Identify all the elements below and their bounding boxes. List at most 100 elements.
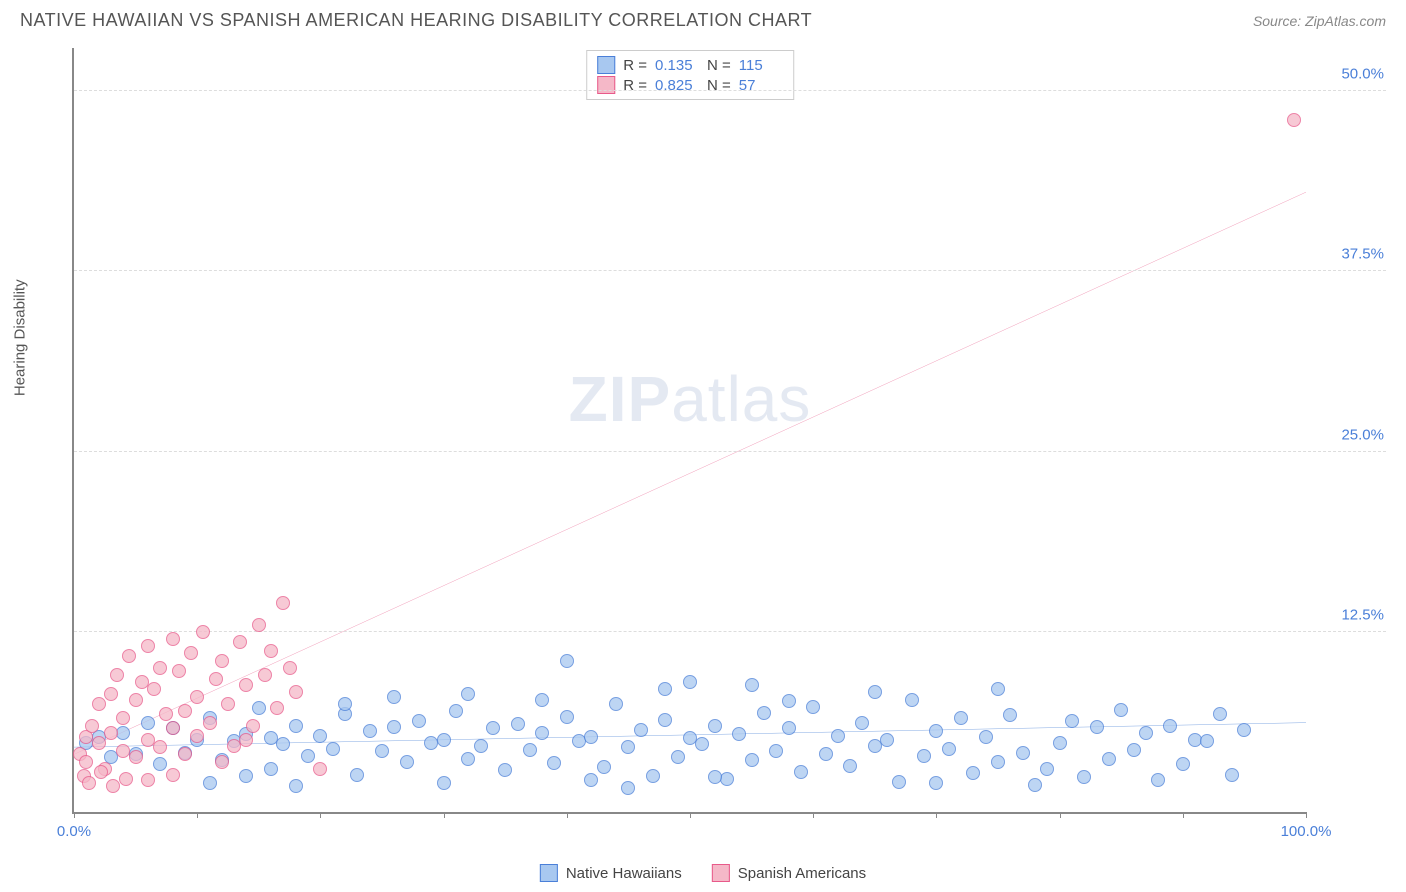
scatter-point bbox=[92, 697, 106, 711]
scatter-point bbox=[1200, 734, 1214, 748]
x-tick bbox=[74, 812, 75, 818]
gridline bbox=[74, 451, 1386, 452]
scatter-point bbox=[1287, 113, 1301, 127]
scatter-point bbox=[313, 729, 327, 743]
scatter-point bbox=[461, 752, 475, 766]
scatter-point bbox=[215, 654, 229, 668]
scatter-point bbox=[239, 678, 253, 692]
legend-label: Native Hawaiians bbox=[566, 865, 682, 882]
scatter-point bbox=[621, 740, 635, 754]
scatter-point bbox=[560, 654, 574, 668]
scatter-point bbox=[535, 726, 549, 740]
scatter-point bbox=[868, 685, 882, 699]
x-tick bbox=[936, 812, 937, 818]
trend-lines-svg bbox=[74, 48, 1306, 812]
scatter-point bbox=[264, 644, 278, 658]
scatter-point bbox=[301, 749, 315, 763]
scatter-point bbox=[400, 755, 414, 769]
scatter-point bbox=[1102, 752, 1116, 766]
y-axis-label: Hearing Disability bbox=[12, 279, 29, 396]
scatter-point bbox=[708, 770, 722, 784]
scatter-point bbox=[350, 768, 364, 782]
x-tick bbox=[1183, 812, 1184, 818]
scatter-point bbox=[153, 661, 167, 675]
scatter-point bbox=[203, 716, 217, 730]
scatter-point bbox=[474, 739, 488, 753]
scatter-point bbox=[313, 762, 327, 776]
scatter-point bbox=[122, 649, 136, 663]
scatter-point bbox=[658, 713, 672, 727]
scatter-point bbox=[203, 776, 217, 790]
scatter-point bbox=[892, 775, 906, 789]
scatter-point bbox=[1028, 778, 1042, 792]
scatter-point bbox=[166, 721, 180, 735]
gridline bbox=[74, 270, 1386, 271]
scatter-point bbox=[233, 635, 247, 649]
scatter-point bbox=[94, 765, 108, 779]
scatter-point bbox=[671, 750, 685, 764]
scatter-point bbox=[634, 723, 648, 737]
gridline bbox=[74, 90, 1386, 91]
x-tick bbox=[567, 812, 568, 818]
scatter-point bbox=[239, 769, 253, 783]
watermark-atlas: atlas bbox=[671, 363, 811, 435]
n-value: 115 bbox=[739, 57, 783, 74]
scatter-point bbox=[708, 719, 722, 733]
r-value: 0.135 bbox=[655, 57, 699, 74]
scatter-point bbox=[246, 719, 260, 733]
scatter-point bbox=[184, 646, 198, 660]
scatter-point bbox=[695, 737, 709, 751]
scatter-point bbox=[1065, 714, 1079, 728]
scatter-point bbox=[129, 750, 143, 764]
scatter-point bbox=[190, 729, 204, 743]
scatter-point bbox=[1225, 768, 1239, 782]
stats-legend-row: R =0.135N =115 bbox=[597, 55, 783, 75]
scatter-point bbox=[905, 693, 919, 707]
scatter-point bbox=[119, 772, 133, 786]
scatter-point bbox=[745, 678, 759, 692]
scatter-point bbox=[141, 773, 155, 787]
watermark: ZIPatlas bbox=[569, 362, 812, 436]
scatter-point bbox=[412, 714, 426, 728]
x-tick-label: 100.0% bbox=[1281, 823, 1332, 840]
scatter-point bbox=[190, 690, 204, 704]
x-tick bbox=[813, 812, 814, 818]
scatter-point bbox=[1090, 720, 1104, 734]
legend-swatch bbox=[597, 56, 615, 74]
scatter-point bbox=[178, 747, 192, 761]
stats-legend: R =0.135N =115R =0.825N =57 bbox=[586, 50, 794, 100]
scatter-point bbox=[264, 762, 278, 776]
scatter-point bbox=[1151, 773, 1165, 787]
scatter-point bbox=[646, 769, 660, 783]
x-tick bbox=[690, 812, 691, 818]
scatter-point bbox=[110, 668, 124, 682]
scatter-point bbox=[116, 711, 130, 725]
scatter-point bbox=[159, 707, 173, 721]
scatter-point bbox=[172, 664, 186, 678]
scatter-point bbox=[104, 687, 118, 701]
x-tick bbox=[1306, 812, 1307, 818]
scatter-point bbox=[880, 733, 894, 747]
legend-label: Spanish Americans bbox=[738, 865, 866, 882]
scatter-point bbox=[584, 730, 598, 744]
scatter-point bbox=[104, 726, 118, 740]
legend-swatch bbox=[712, 864, 730, 882]
x-tick bbox=[320, 812, 321, 818]
x-tick bbox=[444, 812, 445, 818]
scatter-point bbox=[1237, 723, 1251, 737]
scatter-point bbox=[954, 711, 968, 725]
scatter-point bbox=[92, 736, 106, 750]
scatter-point bbox=[375, 744, 389, 758]
scatter-point bbox=[1053, 736, 1067, 750]
scatter-point bbox=[1114, 703, 1128, 717]
legend-swatch bbox=[597, 76, 615, 94]
scatter-point bbox=[769, 744, 783, 758]
scatter-point bbox=[855, 716, 869, 730]
scatter-point bbox=[683, 675, 697, 689]
scatter-point bbox=[215, 755, 229, 769]
scatter-point bbox=[929, 776, 943, 790]
scatter-point bbox=[196, 625, 210, 639]
scatter-point bbox=[609, 697, 623, 711]
n-label: N = bbox=[707, 57, 731, 74]
source-attribution: Source: ZipAtlas.com bbox=[1253, 13, 1386, 29]
